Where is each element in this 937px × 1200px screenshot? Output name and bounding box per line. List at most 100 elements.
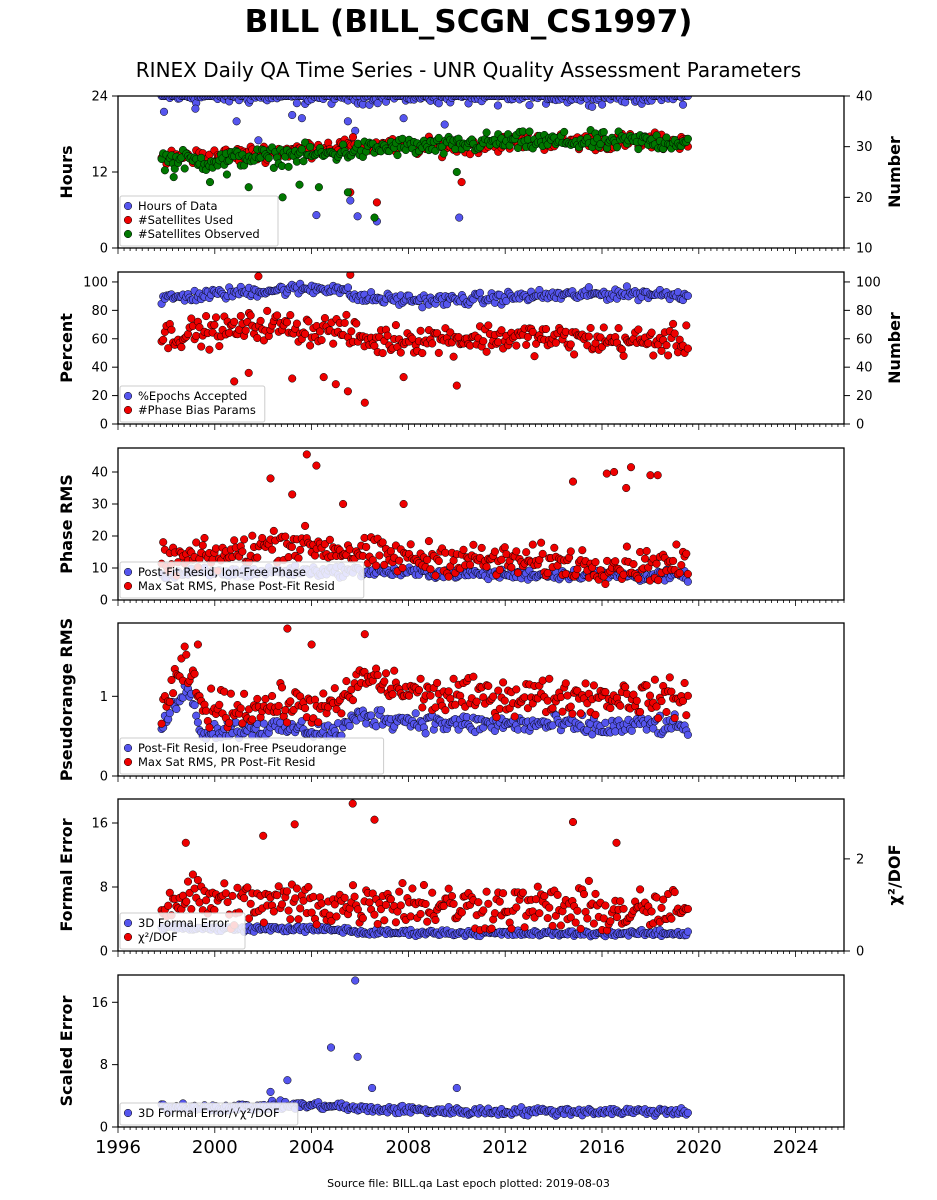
scatter-group: [157, 976, 692, 1120]
outlier-point: [302, 450, 311, 459]
data-point: [431, 571, 440, 580]
data-point: [350, 892, 359, 901]
outlier-point: [169, 173, 178, 182]
data-point: [673, 288, 683, 297]
legend: Post-Fit Resid, Ion-Free PseudorangeMax …: [119, 737, 385, 775]
data-point: [159, 335, 168, 344]
data-point: [591, 558, 600, 567]
data-point: [172, 704, 181, 714]
data-point: [375, 551, 384, 560]
data-point: [180, 164, 189, 173]
data-point: [581, 907, 590, 916]
y-tick-label: 80: [91, 304, 108, 319]
data-point: [233, 883, 242, 892]
outlier-point: [626, 463, 636, 472]
data-point: [584, 283, 593, 292]
data-point: [259, 918, 268, 927]
outlier-point: [452, 381, 461, 390]
legend-marker: [123, 215, 133, 225]
legend-label: χ²/DOF: [138, 930, 178, 944]
data-point: [264, 154, 273, 163]
data-point: [662, 133, 671, 142]
data-point: [223, 898, 232, 907]
data-point: [662, 707, 671, 717]
data-point: [414, 685, 424, 695]
data-point: [339, 140, 348, 149]
data-point: [579, 890, 589, 899]
data-point: [652, 702, 661, 711]
data-point: [246, 311, 255, 320]
data-point: [259, 719, 268, 728]
data-point: [423, 917, 432, 926]
data-point: [167, 675, 176, 685]
data-point: [621, 682, 630, 692]
data-point: [183, 330, 193, 339]
data-point: [340, 893, 349, 902]
data-point: [441, 706, 450, 715]
data-point: [683, 730, 692, 739]
data-point: [370, 341, 379, 350]
data-point: [662, 341, 671, 350]
data-point: [381, 669, 391, 678]
y2-tick-label: 0: [856, 418, 864, 433]
series-red: [157, 450, 692, 589]
data-point: [197, 153, 206, 162]
data-point: [164, 901, 173, 910]
data-point: [282, 318, 292, 327]
data-point: [426, 691, 435, 700]
legend-marker: [123, 1108, 133, 1118]
data-point: [240, 535, 249, 544]
data-point: [215, 342, 224, 351]
data-point: [345, 721, 354, 731]
outlier-point: [254, 272, 263, 281]
data-point: [236, 311, 245, 321]
x-tick-label: 2008: [385, 1137, 431, 1158]
data-point: [571, 918, 580, 927]
data-point: [332, 912, 341, 921]
data-point: [263, 306, 272, 315]
data-point: [342, 310, 351, 319]
data-point: [286, 697, 295, 706]
data-point: [193, 875, 202, 885]
outlier-point: [360, 398, 369, 407]
data-point: [248, 531, 257, 540]
data-point: [500, 543, 509, 552]
data-point: [307, 908, 316, 917]
scatter-group: [157, 96, 692, 226]
data-point: [378, 538, 387, 547]
data-point: [484, 321, 493, 330]
data-point: [380, 560, 389, 569]
outlier-point: [312, 211, 321, 220]
data-point: [682, 711, 691, 720]
data-point: [669, 319, 678, 328]
data-point: [180, 642, 189, 651]
data-point: [479, 906, 488, 915]
outlier-point: [205, 178, 215, 187]
data-point: [535, 909, 544, 918]
data-point: [645, 691, 655, 700]
data-point: [198, 541, 207, 550]
data-point: [550, 543, 559, 552]
outlier-point: [244, 183, 253, 192]
data-point: [598, 100, 607, 109]
data-point: [490, 547, 499, 556]
data-point: [433, 329, 442, 338]
y2-tick-label: 2: [856, 852, 864, 867]
data-point: [190, 669, 199, 678]
data-point: [434, 348, 443, 357]
x-tick-label: 2012: [482, 1137, 528, 1158]
data-point: [449, 674, 458, 683]
outlier-point: [343, 117, 352, 126]
legend-label: Post-Fit Resid, Ion-Free Phase: [138, 565, 306, 579]
data-point: [376, 706, 386, 715]
data-point: [568, 709, 577, 718]
data-point: [530, 352, 539, 361]
data-point: [296, 904, 305, 913]
data-point: [449, 352, 458, 361]
data-point: [670, 888, 679, 897]
data-point: [378, 349, 387, 358]
outlier-point: [326, 1043, 336, 1052]
data-point: [665, 673, 674, 682]
